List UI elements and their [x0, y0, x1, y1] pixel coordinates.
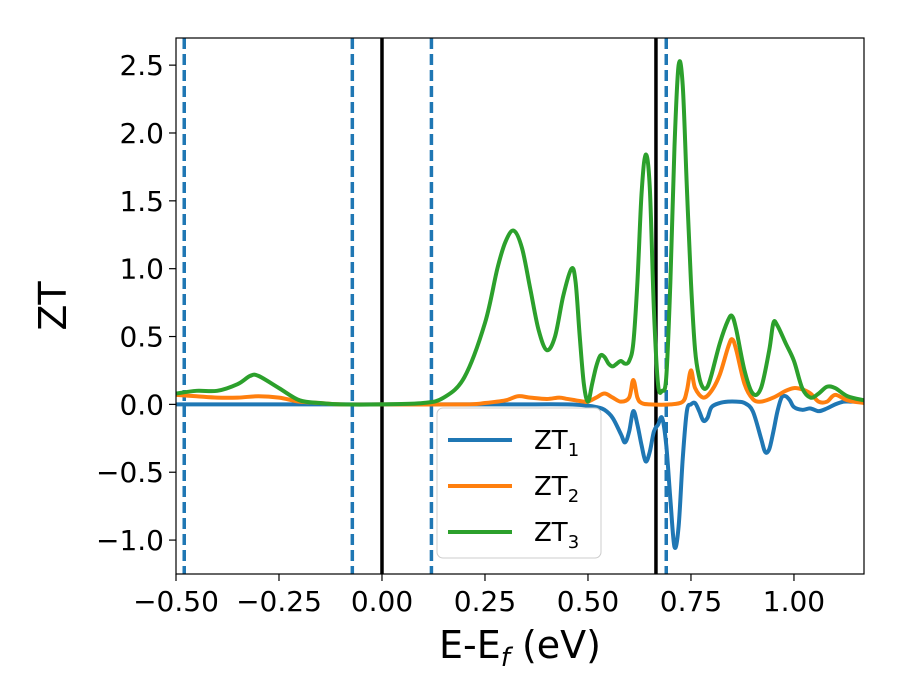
x-tick-label: 0.50	[557, 585, 619, 618]
y-tick-label: 0.0	[119, 388, 164, 421]
y-tick-label: 1.0	[119, 253, 164, 286]
x-axis-label: E-Ef (eV)	[439, 623, 601, 673]
legend-box	[436, 407, 602, 559]
legend-label-zt3: ZT3	[534, 518, 579, 553]
series-line-zt3	[176, 59, 864, 407]
series-line-zt2	[176, 337, 864, 407]
x-tick-label: −0.25	[236, 585, 322, 618]
legend: ZT1 ZT2 ZT3	[436, 407, 602, 559]
series-line-zt1	[176, 393, 864, 550]
y-tick-label: 0.5	[119, 321, 164, 354]
y-tick-label: 1.5	[119, 185, 164, 218]
y-tick-label: −0.5	[96, 456, 164, 489]
series-layer	[176, 59, 864, 550]
x-axis-label-unit: (eV)	[522, 623, 601, 667]
y-tick-label: −1.0	[96, 524, 164, 557]
legend-label-zt2: ZT2	[534, 472, 579, 507]
plot-frame	[175, 37, 865, 575]
y-axis: −1.0 −0.5 0.0 0.5 1.0 1.5 2.0 2.5	[96, 49, 176, 557]
x-tick-label: 0.25	[454, 585, 516, 618]
x-tick-label: 1.00	[763, 585, 825, 618]
x-tick-label: −0.50	[133, 585, 219, 618]
y-tick-label: 2.5	[119, 49, 164, 82]
y-axis-label: ZT	[31, 281, 75, 331]
x-axis: −0.50 −0.25 0.00 0.25 0.50 0.75 1.00	[133, 574, 825, 618]
x-tick-label: 0.00	[351, 585, 413, 618]
x-axis-label-main: E-E	[439, 623, 501, 667]
legend-label-zt1: ZT1	[534, 426, 579, 461]
x-tick-label: 0.75	[660, 585, 722, 618]
reference-lines	[182, 38, 669, 574]
y-tick-label: 2.0	[119, 117, 164, 150]
